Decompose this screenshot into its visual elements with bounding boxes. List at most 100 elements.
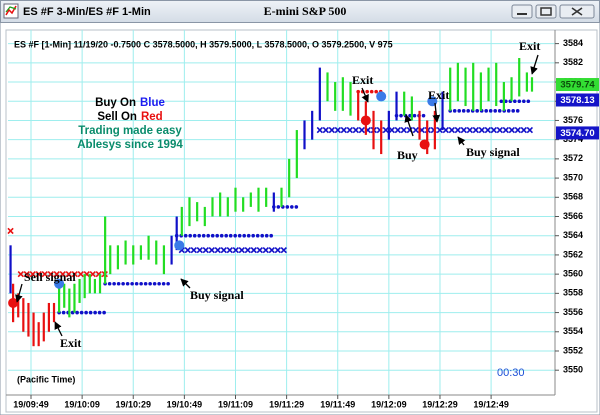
level-x bbox=[7, 227, 14, 235]
level-x bbox=[340, 126, 348, 134]
level-dot bbox=[166, 281, 170, 286]
maximize-icon bbox=[540, 7, 552, 16]
level-dot bbox=[290, 205, 294, 209]
level-dot bbox=[285, 205, 290, 209]
signal-dot bbox=[376, 91, 387, 102]
level-x bbox=[89, 270, 96, 278]
level-x bbox=[29, 270, 36, 278]
level-dot bbox=[513, 99, 517, 104]
level-dot bbox=[269, 233, 274, 238]
level-x bbox=[71, 270, 78, 278]
level-x bbox=[454, 126, 462, 134]
annotation-arrow bbox=[361, 87, 369, 103]
level-dot bbox=[188, 233, 193, 238]
info-line: ES #F [1-Min] 11/19/20 -0.7500 C 3578.50… bbox=[14, 39, 393, 49]
level-x bbox=[256, 246, 263, 254]
level-x bbox=[226, 246, 233, 254]
level-dot bbox=[511, 109, 516, 113]
level-dot bbox=[197, 233, 202, 238]
level-dot bbox=[461, 109, 466, 113]
level-dot bbox=[88, 310, 93, 315]
note: Sell On Red bbox=[97, 111, 162, 123]
level-dot bbox=[93, 310, 97, 315]
annotation: Exit bbox=[519, 39, 540, 53]
level-x bbox=[472, 126, 480, 134]
level-x bbox=[268, 246, 275, 254]
level-dot bbox=[255, 233, 260, 238]
y-tick-label: 3550 bbox=[563, 365, 583, 375]
level-dot bbox=[79, 310, 84, 315]
level-x bbox=[520, 126, 528, 134]
level-dot bbox=[102, 310, 106, 315]
level-dot bbox=[139, 281, 143, 286]
price-tag-label: 3578.13 bbox=[560, 95, 594, 106]
level-dot bbox=[206, 233, 211, 238]
level-dot bbox=[497, 109, 502, 113]
level-x bbox=[274, 246, 281, 254]
level-dot bbox=[276, 205, 281, 209]
level-x bbox=[328, 126, 336, 134]
level-dot bbox=[242, 233, 247, 238]
level-x bbox=[41, 270, 48, 278]
level-dot bbox=[201, 233, 206, 238]
level-dot bbox=[399, 113, 403, 118]
level-x bbox=[478, 126, 486, 134]
level-x bbox=[238, 246, 245, 254]
level-dot bbox=[506, 109, 511, 113]
level-x bbox=[334, 126, 342, 134]
level-x bbox=[47, 270, 54, 278]
x-tick-label: 19/11:49 bbox=[320, 399, 355, 409]
annotation: Exit bbox=[60, 336, 81, 350]
y-tick-label: 3552 bbox=[563, 345, 583, 355]
level-x bbox=[190, 246, 197, 254]
level-dot bbox=[112, 281, 116, 286]
notes: Buy On Blue Sell On Red Trading made easy … bbox=[77, 97, 183, 151]
level-x bbox=[352, 126, 360, 134]
price-tag bbox=[556, 93, 599, 107]
level-x bbox=[400, 126, 408, 134]
level-dot bbox=[192, 233, 197, 238]
level-x bbox=[220, 246, 227, 254]
bar-clock: 00:30 bbox=[497, 367, 525, 379]
annotation: Buy bbox=[397, 148, 418, 162]
level-x bbox=[244, 246, 251, 254]
level-dot bbox=[264, 233, 269, 238]
level-dot bbox=[251, 233, 256, 238]
y-tick-label: 3564 bbox=[563, 230, 583, 240]
minimize-button[interactable] bbox=[511, 4, 533, 19]
level-dot bbox=[522, 99, 526, 104]
level-dot bbox=[61, 310, 66, 315]
x-tick-label: 19/10:09 bbox=[64, 399, 100, 409]
level-dot bbox=[260, 233, 265, 238]
level-dot bbox=[246, 233, 251, 238]
x-tick-label: 19/11:09 bbox=[218, 399, 253, 409]
level-dot bbox=[457, 109, 462, 113]
level-dot bbox=[125, 281, 130, 286]
level-dot bbox=[121, 281, 125, 286]
level-dot bbox=[75, 310, 79, 315]
level-x bbox=[448, 126, 456, 134]
level-x bbox=[322, 126, 330, 134]
level-dot bbox=[493, 109, 498, 113]
axes: 3550 3552 3554 3556 3558 3560 3562 3564 3566 3568… bbox=[13, 38, 599, 409]
level-dot bbox=[475, 109, 480, 113]
close-icon bbox=[571, 7, 583, 16]
window-controls[interactable] bbox=[511, 4, 595, 19]
level-x bbox=[346, 126, 354, 134]
price-tag-label: 3574.70 bbox=[560, 128, 594, 139]
y-tick-label: 3572 bbox=[563, 153, 583, 163]
plot bbox=[7, 58, 534, 347]
note-color: Red bbox=[141, 111, 163, 123]
signal-dot bbox=[360, 115, 371, 126]
level-dot bbox=[466, 109, 471, 113]
level-dot bbox=[499, 99, 504, 104]
signal-dot bbox=[419, 139, 430, 150]
y-tick-label: 3554 bbox=[563, 326, 583, 336]
y-tick-label: 3576 bbox=[563, 115, 583, 125]
level-x bbox=[514, 126, 522, 134]
level-dot bbox=[452, 109, 457, 113]
level-dot bbox=[130, 281, 134, 286]
maximize-button[interactable] bbox=[535, 4, 557, 19]
level-x bbox=[388, 126, 396, 134]
level-x bbox=[508, 126, 516, 134]
